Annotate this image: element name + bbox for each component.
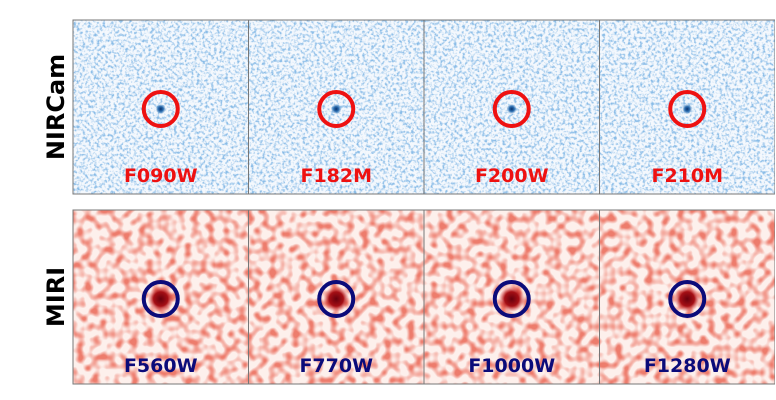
source [147,286,174,312]
source-ring [492,90,531,128]
source-ring [492,280,531,318]
filter-label: F090W [124,165,198,187]
panel-grid: NIRCam F090W F182M F200W F210M MIRI F560W F770W… [42,19,775,385]
panel-frame [599,209,775,385]
source-ring [141,90,180,128]
source-ring [668,280,707,318]
filter-label: F200W [475,165,549,187]
source-ring [317,90,356,128]
source-ring [141,280,180,318]
source [674,286,701,312]
source [498,286,525,312]
filter-label: F182M [300,165,372,187]
filter-label: F560W [124,355,198,377]
row-label: MIRI [42,267,70,327]
source-ring [317,280,356,318]
source [323,286,350,312]
source-ring [668,90,707,128]
source [506,104,517,114]
filter-label: F770W [299,355,373,377]
source [155,104,166,114]
row-label: NIRCam [42,54,70,160]
source [331,104,342,114]
source [682,104,693,114]
panel-frame [599,19,775,195]
filter-label: F1280W [644,355,731,377]
filter-label: F1000W [468,355,555,377]
filter-label: F210M [651,165,723,187]
